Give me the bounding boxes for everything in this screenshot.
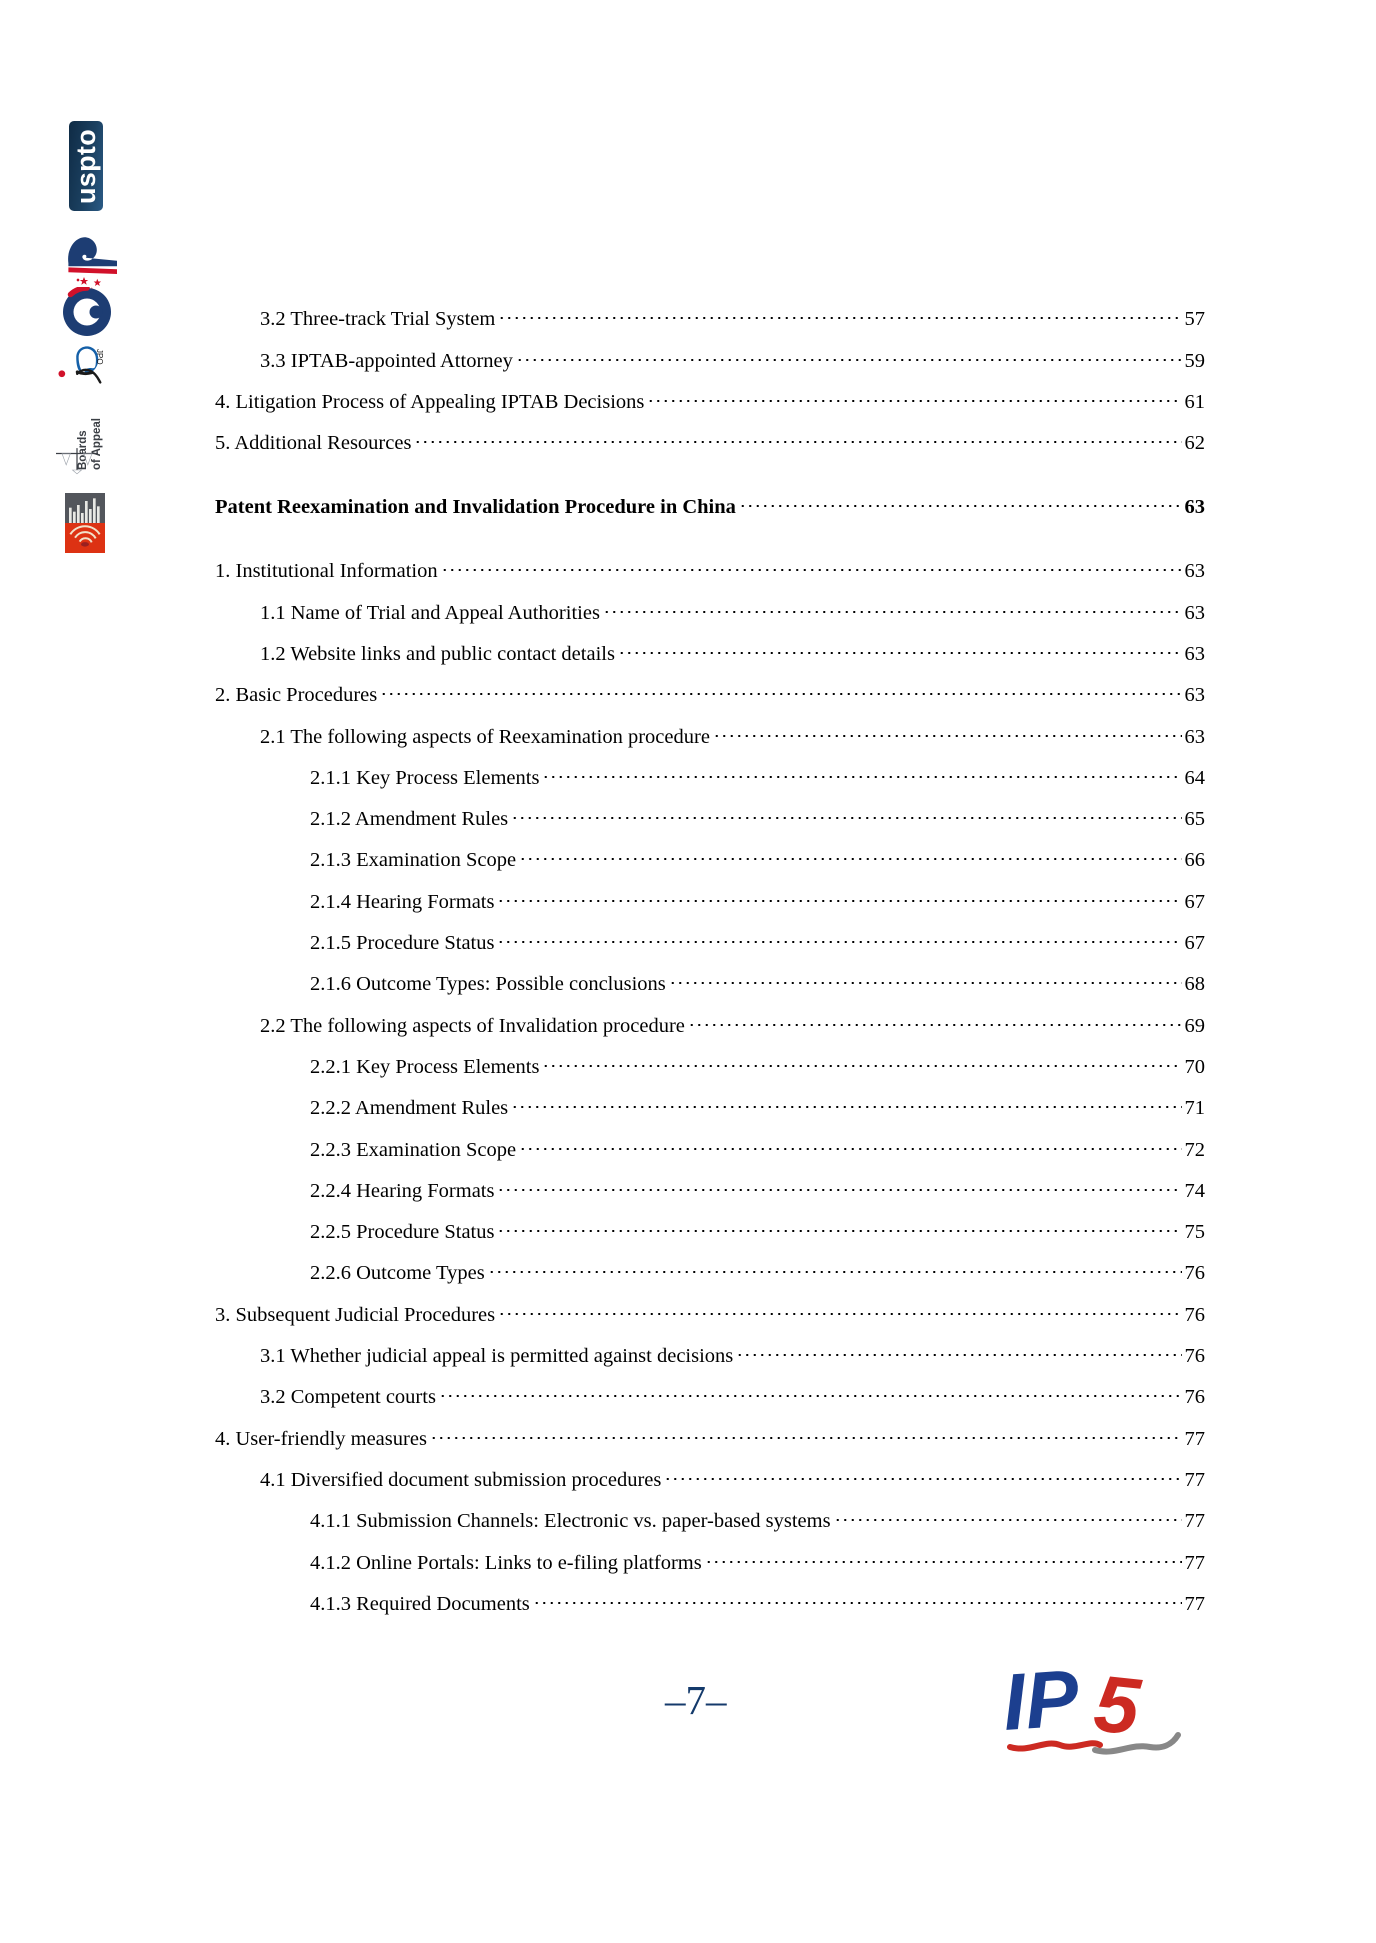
svg-text:IP: IP [1000,1655,1082,1747]
svg-text:5: 5 [1090,1658,1145,1751]
